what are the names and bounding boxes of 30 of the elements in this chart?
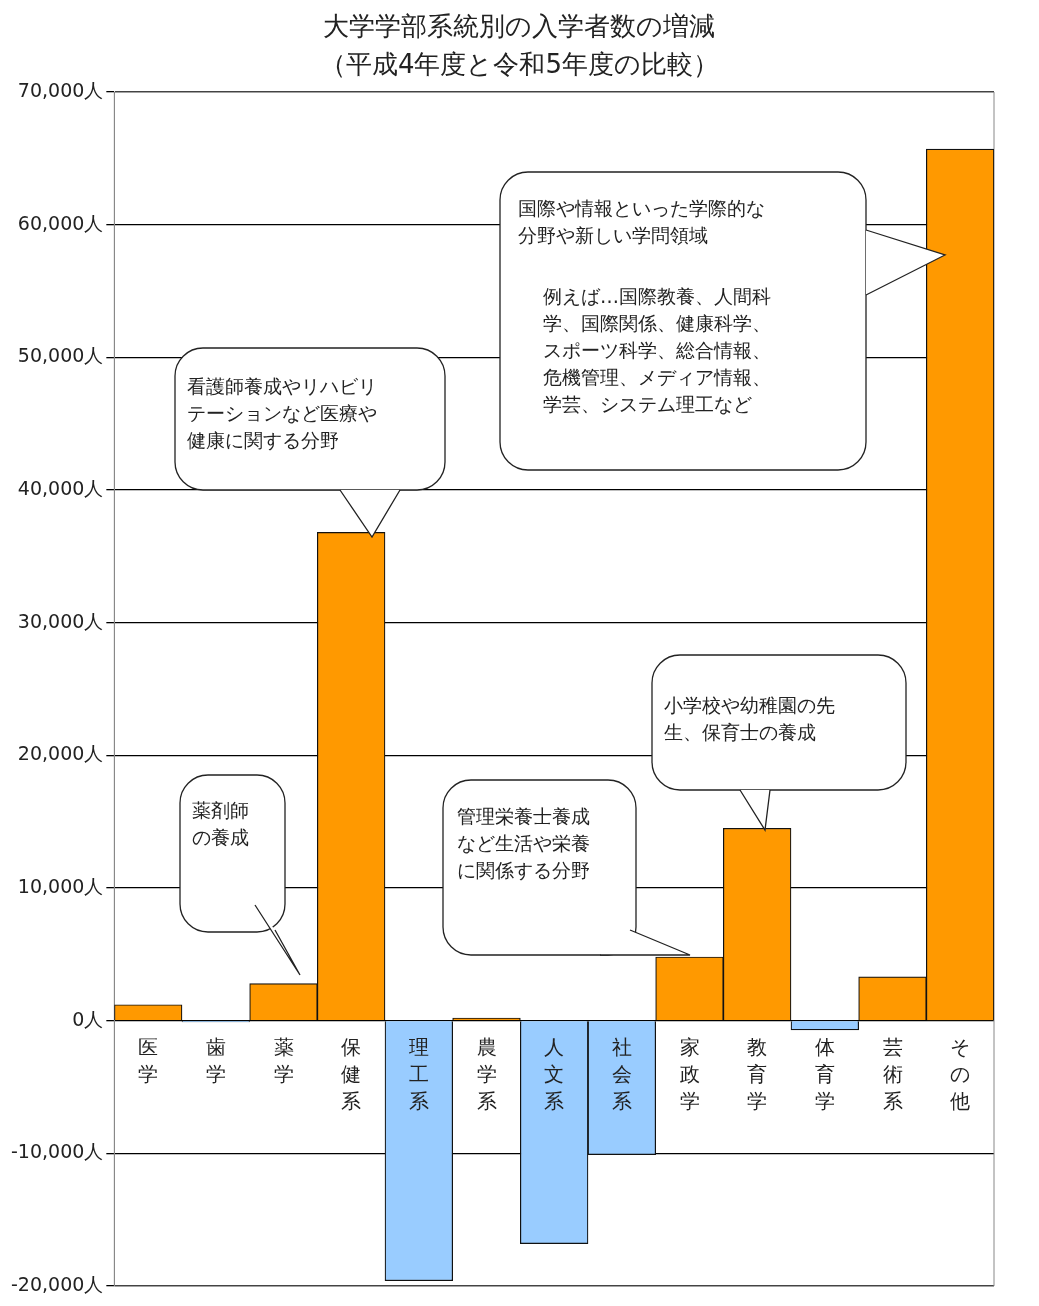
- x-tick-label: 人文系: [544, 1034, 565, 1113]
- chart-title: 大学学部系統別の入学者数の増減（平成4年度と令和5年度の比較）: [319, 10, 720, 81]
- x-tick-label: 理工系: [408, 1034, 429, 1113]
- y-tick-label: 60,000人: [17, 211, 104, 234]
- x-tick-label: その他: [950, 1034, 971, 1113]
- annotation: 国際や情報といった学際的な分野や新しい学問領域: [518, 196, 766, 248]
- annotation: 例えば…国際教養、人間科学、国際関係、健康科学、スポーツ科学、総合情報、危機管理、メディア情報、学芸、システム理工など: [543, 284, 772, 417]
- x-tick-label: 医学: [138, 1034, 159, 1086]
- x-tick-label: 歯学: [205, 1034, 226, 1086]
- y-tick-label: 10,000人: [17, 874, 104, 897]
- x-tick-label: 保健系: [341, 1034, 362, 1113]
- annotation: 小学校や幼稚園の先生、保育士の養成: [664, 693, 836, 745]
- y-tick-label: 0人: [72, 1007, 104, 1030]
- annotation: 管理栄養士養成など生活や栄養に関係する分野: [457, 804, 591, 883]
- x-tick-label: 薬学: [273, 1034, 294, 1086]
- y-tick-label: 20,000人: [17, 742, 104, 765]
- x-tick-label: 芸術系: [882, 1034, 903, 1113]
- x-tick-label: 体育学: [814, 1034, 835, 1113]
- y-tick-label: 40,000人: [17, 476, 104, 499]
- y-tick-label: 30,000人: [17, 609, 104, 632]
- annotation: 薬剤師の養成: [192, 798, 250, 850]
- x-tick-label: 農学系: [476, 1034, 497, 1113]
- y-tick-label: 70,000人: [17, 78, 104, 101]
- annotation: 看護師養成やリハビリテーションなど医療や健康に関する分野: [187, 374, 378, 453]
- y-tick-label: -20,000人: [10, 1272, 104, 1295]
- y-tick-label: -10,000人: [10, 1140, 104, 1163]
- x-tick-label: 社会系: [611, 1034, 632, 1113]
- y-tick-label: 50,000人: [17, 344, 104, 367]
- x-tick-label: 家政学: [679, 1034, 700, 1113]
- x-tick-label: 教育学: [747, 1034, 768, 1113]
